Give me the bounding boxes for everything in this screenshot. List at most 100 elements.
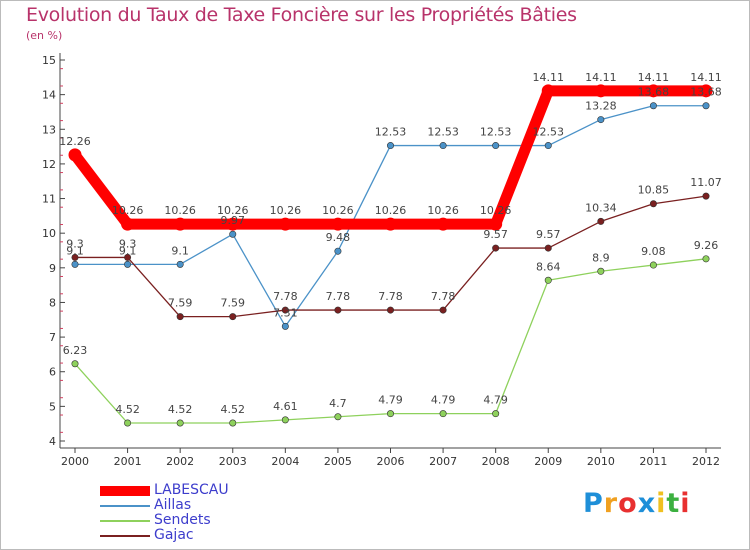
data-label-labescau: 10.26 — [164, 204, 196, 217]
x-tick-label: 2011 — [639, 455, 667, 468]
data-point-labescau — [173, 217, 187, 231]
data-labels: 12.26 10.26 10.26 10.26 10.26 10.26 10.26 10.26… — [59, 71, 722, 416]
x-tick-label: 2006 — [377, 455, 405, 468]
data-point-aillas — [492, 142, 500, 150]
data-point-sendets — [649, 261, 657, 269]
data-point-sendets — [124, 419, 132, 427]
logo-letter: i — [680, 488, 691, 519]
logo-letter: x — [637, 488, 657, 519]
data-label-sendets: 4.79 — [431, 394, 456, 407]
y-tick-label: 10 — [42, 227, 56, 240]
data-point-gajac — [544, 244, 552, 252]
x-tick-label: 2002 — [166, 455, 194, 468]
data-label-labescau: 14.11 — [690, 71, 722, 84]
data-point-labescau — [646, 84, 660, 98]
legend-swatch — [100, 520, 150, 522]
data-point-sendets — [386, 410, 394, 418]
y-tick-label: 15 — [42, 54, 56, 67]
data-label-sendets: 4.52 — [221, 403, 246, 416]
x-tick-label: 2009 — [534, 455, 562, 468]
data-label-labescau: 10.26 — [322, 204, 354, 217]
data-point-gajac — [492, 244, 500, 252]
data-label-sendets: 4.52 — [115, 403, 140, 416]
data-point-sendets — [597, 267, 605, 275]
data-point-aillas — [386, 142, 394, 150]
chart-axes: 4 5 6 7 8 9 10 11 12 13 14 15 2000 2001 2002 2003 2004 20… — [42, 53, 721, 468]
data-point-sendets — [439, 410, 447, 418]
legend-swatch — [100, 535, 150, 537]
data-label-sendets: 6.23 — [63, 344, 88, 357]
y-tick-label: 12 — [42, 158, 56, 171]
data-label-gajac: 10.85 — [638, 184, 670, 197]
x-tick-label: 2007 — [429, 455, 457, 468]
data-label-gajac: 7.78 — [273, 290, 298, 303]
data-label-gajac: 9.3 — [119, 237, 137, 250]
data-label-gajac: 9.3 — [66, 237, 84, 250]
data-point-gajac — [597, 217, 605, 225]
data-point-labescau — [384, 217, 397, 231]
data-label-sendets: 4.61 — [273, 400, 298, 413]
y-tick-label: 14 — [42, 89, 56, 102]
data-label-aillas: 7.31 — [273, 306, 298, 319]
data-label-aillas: 12.53 — [375, 126, 407, 139]
chart-title: Evolution du Taux de Taxe Foncière sur l… — [26, 4, 577, 26]
x-tick-label: 2000 — [61, 455, 89, 468]
x-tick-label: 2005 — [324, 455, 352, 468]
data-point-gajac — [124, 253, 132, 261]
legend-label: Gajac — [154, 527, 194, 543]
x-tick-label: 2003 — [219, 455, 247, 468]
data-label-gajac: 11.07 — [690, 176, 722, 189]
data-label-sendets: 8.64 — [536, 260, 561, 273]
data-point-labescau — [121, 217, 135, 231]
data-point-aillas — [544, 142, 552, 150]
data-label-labescau: 14.11 — [533, 71, 565, 84]
data-point-labescau — [278, 217, 292, 231]
data-label-labescau: 14.11 — [585, 71, 617, 84]
x-tick-label: 2010 — [587, 455, 615, 468]
legend-swatch — [100, 505, 150, 507]
y-tick-label: 4 — [49, 435, 56, 448]
data-point-aillas — [439, 142, 447, 150]
plot-area — [60, 53, 721, 448]
data-label-labescau: 10.26 — [427, 204, 459, 217]
logo-letter: t — [666, 488, 681, 519]
y-tick-label: 8 — [49, 296, 56, 309]
data-point-sendets — [281, 416, 289, 424]
data-point-sendets — [176, 419, 184, 427]
data-point-gajac — [334, 306, 342, 314]
data-label-sendets: 9.26 — [694, 239, 719, 252]
data-label-gajac: 7.59 — [168, 297, 193, 310]
data-label-aillas: 9.97 — [221, 214, 246, 227]
logo-letter: P — [583, 488, 604, 519]
data-point-sendets — [71, 360, 79, 368]
logo-letter: o — [618, 488, 638, 519]
data-label-labescau: 14.11 — [638, 71, 670, 84]
data-point-labescau — [226, 217, 240, 231]
data-point-sendets — [229, 419, 237, 427]
data-point-sendets — [492, 410, 500, 418]
data-point-labescau — [541, 84, 555, 98]
data-point-aillas — [176, 260, 184, 268]
legend-label: Sendets — [154, 512, 211, 528]
data-point-labescau — [436, 217, 450, 231]
logo-letter: r — [603, 488, 619, 519]
data-label-sendets: 4.7 — [329, 397, 347, 410]
data-label-aillas: 13.68 — [690, 86, 722, 99]
data-label-aillas: 12.53 — [427, 126, 459, 139]
data-label-labescau: 12.26 — [59, 135, 91, 148]
data-point-aillas — [281, 322, 289, 330]
y-tick-label: 7 — [49, 331, 56, 344]
data-point-aillas — [229, 230, 237, 238]
data-label-aillas: 9.1 — [66, 244, 84, 257]
proxiti-logo: Proxiti — [583, 488, 691, 519]
data-label-sendets: 4.52 — [168, 403, 193, 416]
data-point-gajac — [439, 306, 447, 314]
data-label-labescau: 10.26 — [112, 204, 144, 217]
x-tick-label: 2004 — [271, 455, 299, 468]
data-point-labescau — [699, 84, 713, 98]
data-point-aillas — [334, 247, 342, 255]
data-label-sendets: 4.79 — [378, 394, 403, 407]
data-point-sendets — [334, 413, 342, 421]
data-label-aillas: 13.28 — [585, 100, 617, 113]
line-chart: 4 5 6 7 8 9 10 11 12 13 14 15 2000 2001 2002 2003 2004 20… — [42, 53, 722, 468]
